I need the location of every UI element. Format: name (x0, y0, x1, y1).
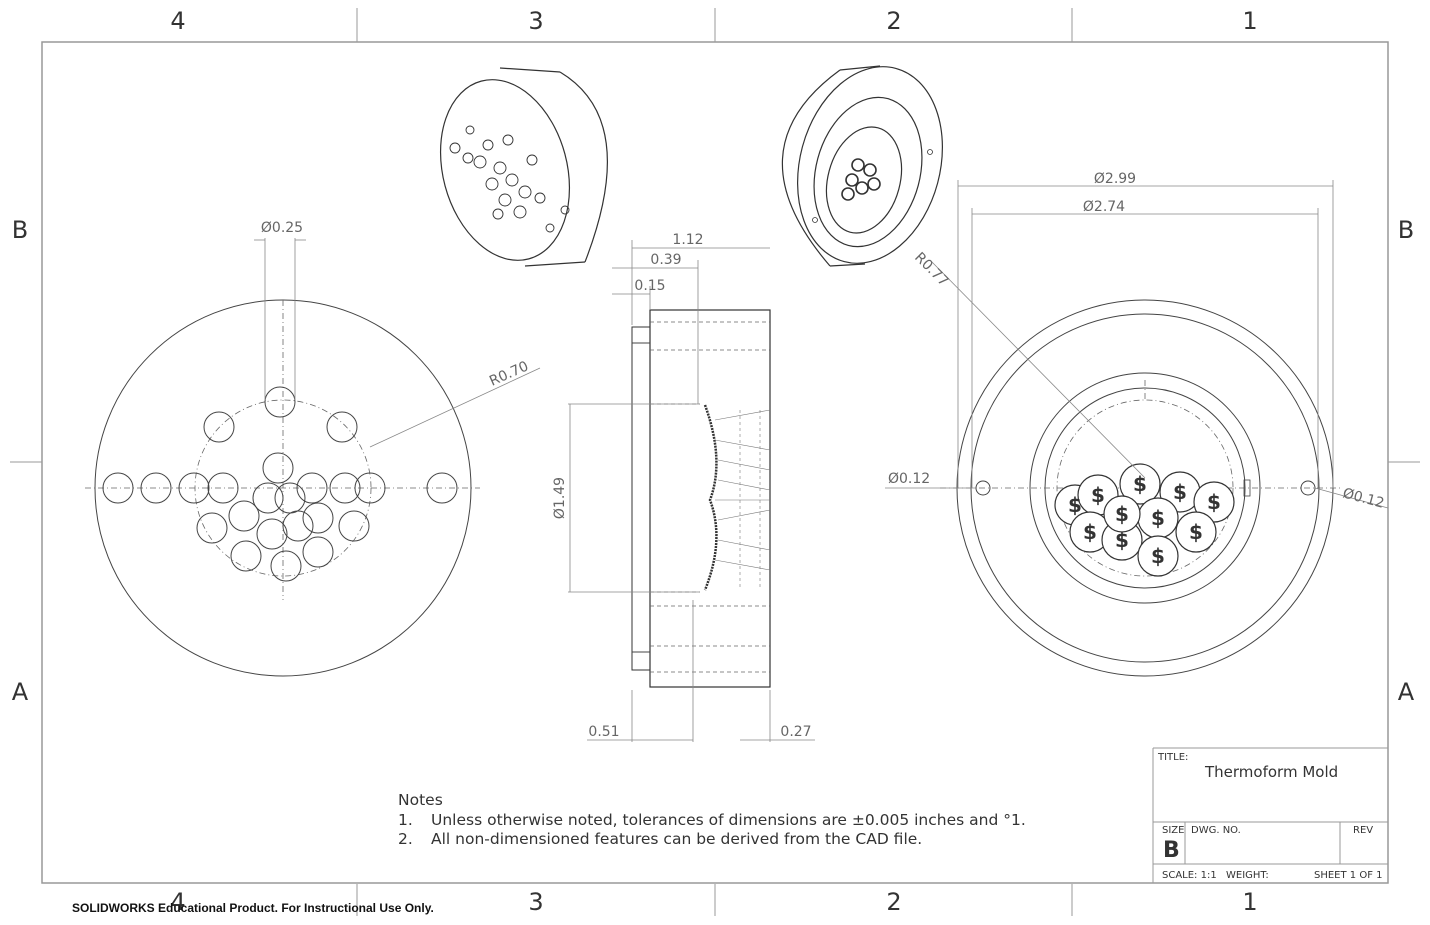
zone-col-3-bottom: 3 (528, 888, 543, 916)
zone-row-b-right: B (1398, 216, 1414, 244)
note-item: 1. Unless otherwise noted, tolerances of … (398, 811, 1026, 831)
zone-col-4-bottom: 4 (170, 888, 185, 916)
svg-text:$: $ (1173, 480, 1187, 504)
dim-bolt-circle: Ø2.74 (1083, 199, 1125, 215)
dim-pin-left: Ø0.12 (888, 471, 930, 487)
rev-label: REV (1353, 825, 1373, 836)
svg-text:$: $ (1091, 483, 1105, 507)
svg-text:$: $ (1068, 493, 1082, 517)
size-value: B (1163, 838, 1180, 863)
weight-label: WEIGHT: (1226, 870, 1269, 881)
note-text: Unless otherwise noted, tolerances of di… (431, 810, 1026, 829)
zone-col-4-top: 4 (170, 7, 185, 35)
title-block: TITLE: Thermoform Mold SIZE DWG. NO. REV… (1152, 747, 1388, 883)
title-label: TITLE: (1157, 752, 1188, 763)
dim-pin-right: Ø0.12 (1341, 485, 1386, 511)
dim-radius-right: R0.77 (911, 250, 951, 290)
dim-outer-dia: Ø2.99 (1094, 171, 1136, 187)
scale-value: SCALE: 1:1 (1162, 870, 1217, 881)
dim-bottom-right: 0.27 (780, 724, 811, 740)
svg-text:$: $ (1189, 520, 1203, 544)
note-text: All non-dimensioned features can be deri… (431, 830, 923, 848)
notes-block: Notes 1. Unless otherwise noted, toleranc… (398, 791, 1026, 850)
isometric-view-front (781, 65, 943, 267)
front-view-right: $ $ $ $ $$ $$$ $$ Ø2.99 Ø2.74 R0.77 Ø0.12 Ø… (885, 171, 1389, 677)
zone-ticks (10, 8, 1420, 916)
dim-overall-depth: 1.12 (672, 232, 703, 248)
zone-col-1-top: 1 (1242, 7, 1257, 35)
educational-footer: SOLIDWORKS Educational Product. For Inst… (72, 901, 434, 915)
dwg-no-label: DWG. NO. (1191, 825, 1241, 836)
front-view-left: Ø0.25 R0.70 (85, 220, 541, 677)
drawing-title: Thermoform Mold (1204, 763, 1338, 781)
zone-col-3-top: 3 (528, 7, 543, 35)
svg-text:$: $ (1115, 502, 1129, 526)
svg-text:$: $ (1115, 528, 1129, 552)
svg-text:$: $ (1151, 544, 1165, 568)
zone-row-b-left: B (12, 216, 28, 244)
svg-text:$: $ (1133, 472, 1147, 496)
isometric-view-back (439, 67, 608, 267)
dim-lip-depth: 0.15 (634, 278, 665, 294)
side-section-view: 1.12 0.39 0.15 Ø1.49 0.51 0.27 (552, 232, 815, 742)
zone-row-a-right: A (1398, 678, 1415, 706)
zone-col-2-bottom: 2 (886, 888, 901, 916)
zone-col-1-bottom: 1 (1242, 888, 1257, 916)
size-label: SIZE (1162, 825, 1184, 836)
zone-col-2-top: 2 (886, 7, 901, 35)
dim-radius-left: R0.70 (487, 358, 531, 389)
svg-text:$: $ (1207, 490, 1221, 514)
zone-labels: 4 3 2 1 4 3 2 1 B A B A (12, 7, 1415, 916)
notes-heading: Notes (398, 791, 443, 809)
zone-row-a-left: A (12, 678, 29, 706)
dim-bottom-left: 0.51 (588, 724, 619, 740)
note-number: 2. (398, 830, 413, 848)
sheet-value: SHEET 1 OF 1 (1314, 870, 1383, 881)
dim-cavity-dia: Ø1.49 (552, 477, 568, 519)
svg-text:$: $ (1083, 520, 1097, 544)
dim-hole-dia: Ø0.25 (261, 220, 303, 236)
drawing-border (41, 41, 1389, 884)
note-number: 1. (398, 810, 413, 829)
svg-text:$: $ (1151, 506, 1165, 530)
note-item: 2. All non-dimensioned features can be de… (398, 830, 1026, 850)
dim-step-depth: 0.39 (650, 252, 681, 268)
